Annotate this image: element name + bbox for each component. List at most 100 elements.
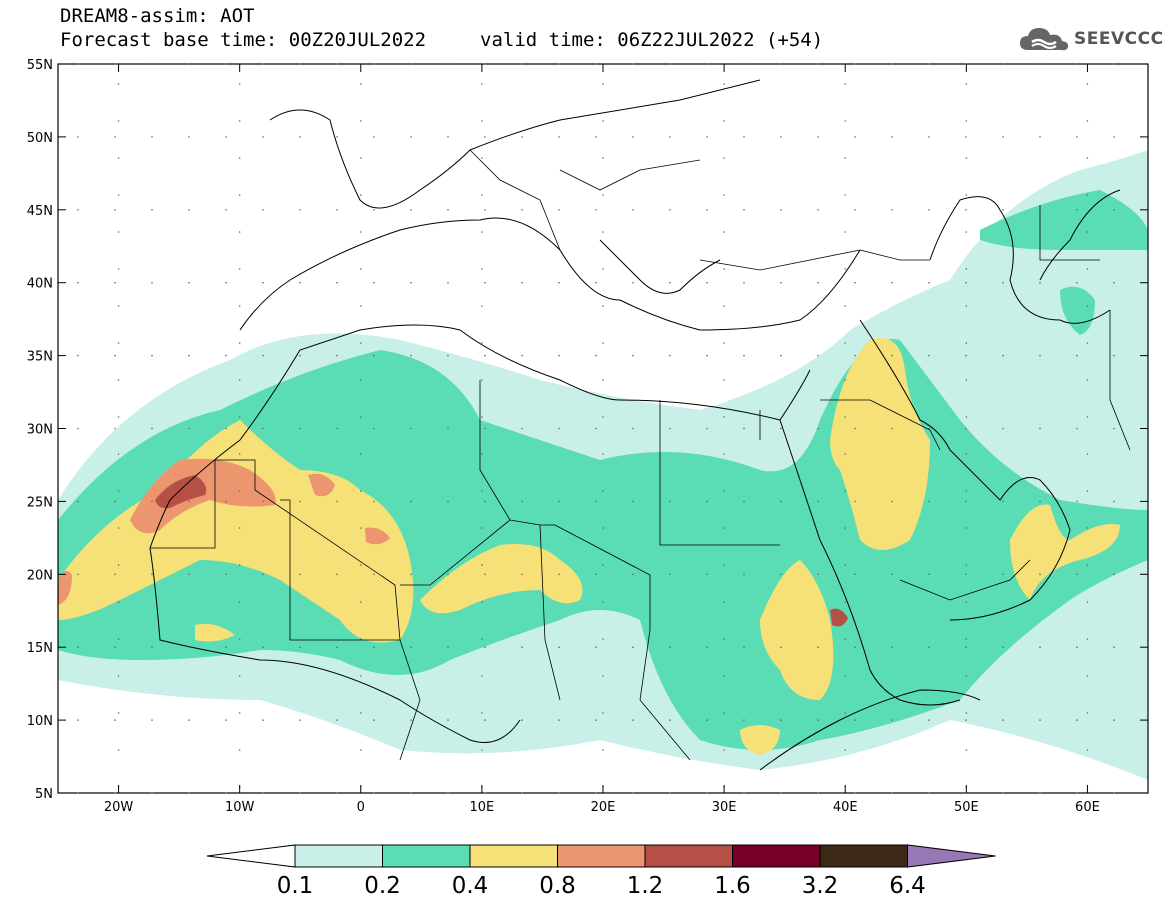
grid-dot bbox=[669, 427, 671, 430]
grid-dot bbox=[965, 342, 968, 344]
grid-dot bbox=[965, 712, 968, 714]
grid-dot bbox=[447, 500, 449, 503]
grid-dot bbox=[299, 500, 301, 503]
grid-dot bbox=[114, 281, 116, 284]
aot-fields bbox=[58, 150, 1148, 780]
grid-dot bbox=[817, 63, 819, 65]
colorbar-label: 0.8 bbox=[539, 873, 576, 899]
grid-dot bbox=[114, 63, 116, 65]
colorbar-cell bbox=[644, 844, 733, 868]
grid-dot bbox=[225, 209, 227, 211]
grid-dot bbox=[373, 136, 375, 138]
x-tick-label: 30E bbox=[712, 800, 737, 815]
grid-dot bbox=[602, 749, 604, 751]
grid-dot bbox=[77, 354, 79, 357]
grid-dot bbox=[891, 792, 893, 794]
grid-dot bbox=[484, 792, 486, 794]
grid-dot bbox=[723, 83, 725, 85]
grid-dot bbox=[359, 83, 362, 85]
colorbar-cell bbox=[732, 844, 821, 868]
colorbar-cell bbox=[469, 844, 558, 868]
grid-dot bbox=[151, 281, 153, 284]
grid-dot bbox=[595, 573, 597, 576]
grid-dot bbox=[262, 209, 264, 211]
grid-dot bbox=[336, 427, 338, 430]
grid-dot bbox=[481, 83, 483, 85]
grid-dot bbox=[359, 342, 362, 344]
grid-dot bbox=[359, 675, 362, 677]
grid-dot bbox=[1086, 527, 1089, 529]
grid-dot bbox=[669, 792, 671, 794]
grid-dot bbox=[1113, 354, 1115, 357]
grid-dot bbox=[723, 638, 725, 640]
grid-dot bbox=[706, 63, 708, 65]
grid-dot bbox=[262, 63, 264, 65]
grid-dot bbox=[595, 719, 597, 721]
grid-dot bbox=[481, 416, 483, 418]
y-tick-label: 50N bbox=[27, 131, 53, 146]
grid-dot bbox=[844, 157, 847, 159]
grid-dot bbox=[521, 500, 523, 503]
grid-dot bbox=[1076, 427, 1078, 430]
grid-dot bbox=[225, 427, 227, 430]
grid-dot bbox=[359, 601, 362, 603]
grid-dot bbox=[1086, 120, 1089, 122]
grid-dot bbox=[373, 573, 375, 576]
grid-dot bbox=[602, 157, 604, 159]
grid-dot bbox=[262, 792, 264, 794]
grid-dot bbox=[595, 646, 597, 648]
grid-dot bbox=[780, 792, 782, 794]
grid-dot bbox=[359, 120, 362, 122]
grid-dot bbox=[891, 136, 893, 138]
grid-dot bbox=[595, 63, 597, 65]
grid-dot bbox=[602, 268, 604, 270]
grid-dot bbox=[743, 427, 745, 430]
cloud-icon bbox=[1020, 28, 1069, 51]
grid-dot bbox=[706, 136, 708, 138]
grid-dot bbox=[1113, 646, 1115, 648]
grid-dot bbox=[484, 427, 486, 430]
grid-dot bbox=[114, 500, 116, 503]
grid-dot bbox=[484, 354, 486, 357]
grid-dot bbox=[238, 268, 241, 270]
grid-dot bbox=[1002, 646, 1004, 648]
grid-dot bbox=[299, 573, 301, 576]
grid-dot bbox=[1039, 573, 1041, 576]
grid-dot bbox=[238, 194, 241, 196]
grid-dot bbox=[359, 564, 362, 566]
grid-dot bbox=[595, 281, 597, 284]
grid-dot bbox=[262, 427, 264, 430]
grid-dot bbox=[1076, 354, 1078, 357]
grid-dot bbox=[481, 601, 483, 603]
grid-dot bbox=[521, 427, 523, 430]
grid-dot bbox=[1039, 63, 1041, 65]
grid-dot bbox=[117, 194, 120, 196]
grid-dot bbox=[844, 601, 847, 603]
x-tick-label: 60E bbox=[1075, 800, 1100, 815]
grid-dot bbox=[854, 136, 856, 138]
grid-dot bbox=[780, 719, 782, 721]
x-tick-label: 0 bbox=[357, 800, 365, 815]
x-tick-label: 20E bbox=[591, 800, 616, 815]
grid-dot bbox=[965, 354, 967, 357]
grid-dot bbox=[723, 675, 725, 677]
grid-dot bbox=[632, 281, 634, 284]
grid-dot bbox=[188, 136, 190, 138]
grid-dot bbox=[558, 281, 560, 284]
grid-dot bbox=[484, 281, 486, 284]
grid-dot bbox=[481, 231, 483, 233]
grid-dot bbox=[632, 63, 634, 65]
grid-dot bbox=[817, 427, 819, 430]
y-tick-label: 55N bbox=[27, 58, 53, 73]
grid-dot bbox=[447, 136, 449, 138]
grid-dot bbox=[817, 646, 819, 648]
country-borders bbox=[150, 149, 1131, 761]
colorbar-arrow-max bbox=[907, 844, 996, 868]
grid-dot bbox=[447, 427, 449, 430]
grid-dot bbox=[410, 354, 412, 357]
grid-dot bbox=[359, 268, 362, 270]
grid-dot bbox=[373, 354, 375, 357]
grid-dot bbox=[114, 646, 116, 648]
grid-dot bbox=[1076, 136, 1078, 138]
grid-dot bbox=[595, 136, 597, 138]
